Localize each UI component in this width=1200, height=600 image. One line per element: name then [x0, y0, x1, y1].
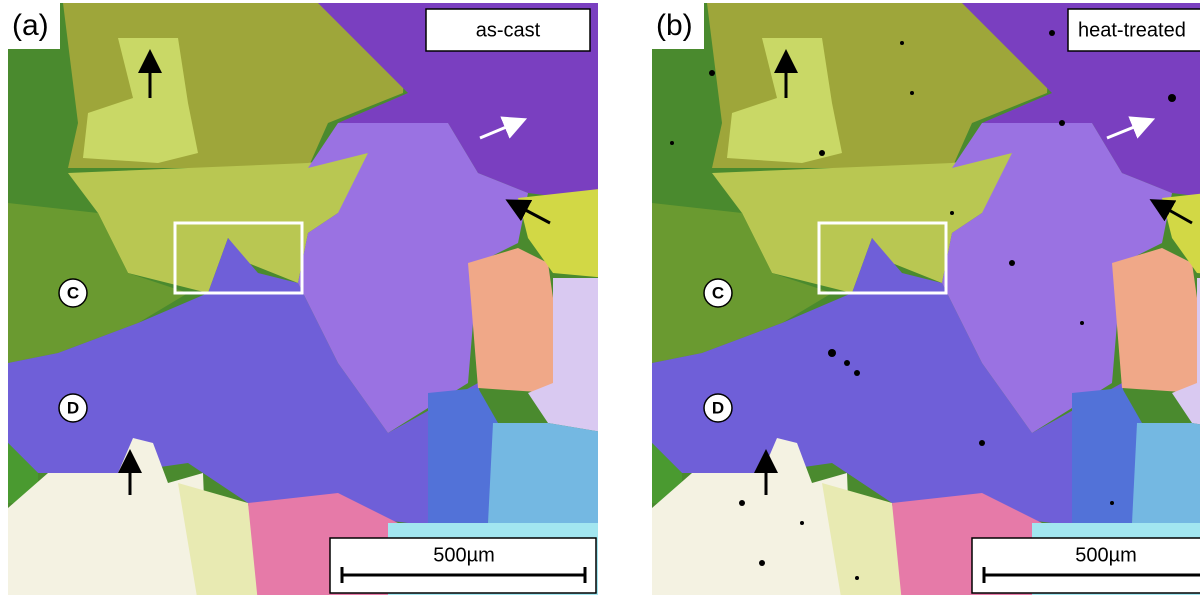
arrow — [505, 199, 551, 225]
grain-marker: C — [712, 283, 724, 302]
label-bg — [652, 3, 704, 49]
condition-box — [425, 8, 591, 52]
grain-marker: D — [67, 398, 79, 417]
arrow — [1106, 116, 1156, 140]
label-bg — [8, 3, 60, 49]
condition-box — [1067, 8, 1200, 52]
marker-circle — [703, 278, 733, 308]
grain-map — [8, 3, 598, 595]
arrow — [479, 116, 528, 140]
grain-marker: C — [67, 283, 79, 302]
grain-marker: D — [712, 398, 724, 417]
highlight-box — [817, 221, 948, 295]
marker-circle — [58, 278, 88, 308]
scale-box — [971, 537, 1200, 594]
marker-circle — [703, 393, 733, 423]
condition-label: as-cast — [476, 19, 541, 41]
scale-bar — [340, 567, 587, 583]
highlight-box — [173, 221, 304, 295]
scale-label: 500µm — [1075, 544, 1137, 566]
condition-label: heat-treated — [1078, 19, 1186, 41]
panel-a: (a) as-cast C D 500µm — [8, 3, 598, 595]
grain-map — [652, 3, 1200, 595]
scale-label: 500µm — [433, 544, 495, 566]
scale-bar — [982, 567, 1200, 583]
panel-b: (b) heat-treated C D 500µm — [652, 3, 1200, 595]
marker-circle — [58, 393, 88, 423]
panel-label: (a) — [12, 9, 49, 42]
scale-box — [329, 537, 597, 594]
panel-label: (b) — [656, 9, 693, 42]
arrow — [1149, 199, 1193, 225]
